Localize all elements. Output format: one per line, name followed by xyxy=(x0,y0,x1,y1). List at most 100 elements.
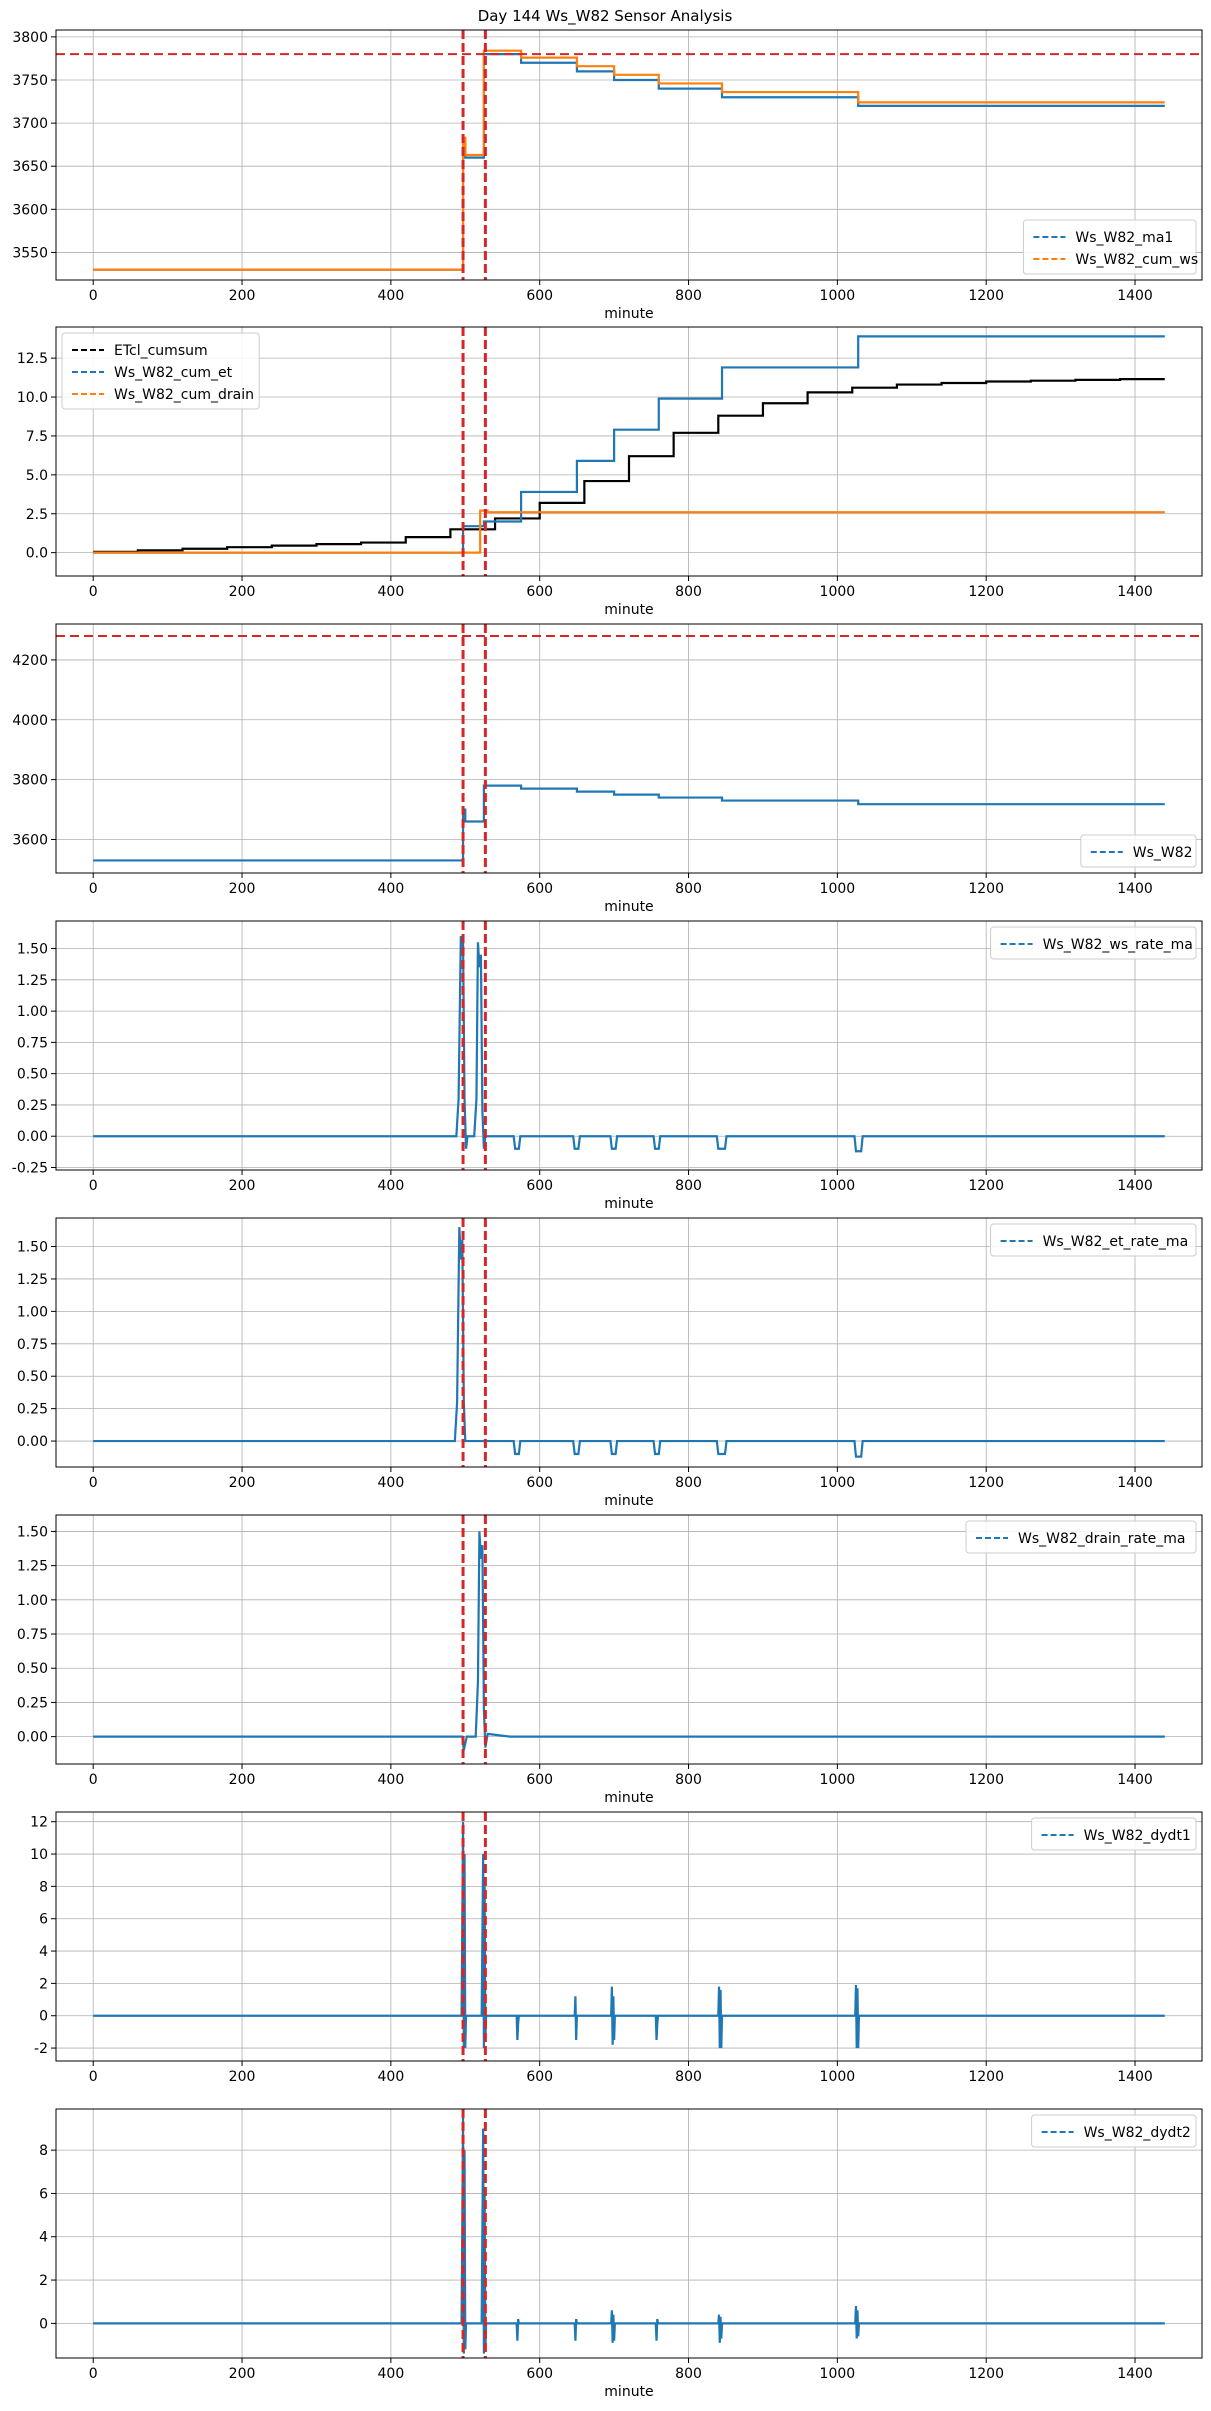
x-tick-label: 600 xyxy=(526,881,553,897)
y-tick-label: 1.00 xyxy=(17,1593,48,1609)
legend: Ws_W82 xyxy=(1080,834,1197,868)
y-tick-label: 3550 xyxy=(12,245,48,261)
x-tick-label: 1400 xyxy=(1117,1772,1153,1788)
x-tick-label: 200 xyxy=(229,1178,256,1194)
plot-area xyxy=(93,327,1165,576)
series-line-Ws_W82_dydt2 xyxy=(93,2117,1165,2354)
x-axis-label: minute xyxy=(604,306,653,322)
y-tick-label: 0.75 xyxy=(17,1337,48,1353)
x-tick-label: 1400 xyxy=(1117,288,1153,304)
x-tick-label: 0 xyxy=(89,881,98,897)
x-tick-label: 1000 xyxy=(820,288,856,304)
y-tick-label: 7.5 xyxy=(26,429,48,445)
x-tick-label: 1400 xyxy=(1117,584,1153,600)
series-line-Ws_W82_dydt1 xyxy=(93,1821,1165,2049)
legend-label: ETcl_cumsum xyxy=(114,343,208,359)
y-tick-label: 3600 xyxy=(12,832,48,848)
y-tick-label: 1.00 xyxy=(17,1004,48,1020)
y-tick-label: 1.50 xyxy=(17,1240,48,1256)
x-tick-label: 200 xyxy=(229,288,256,304)
legend-box xyxy=(61,332,260,410)
y-tick-label: 4 xyxy=(39,1944,48,1960)
subplot-7: 0 200 400 600 800 1000 1200 1400 -2 0 2 4 6 8 10 12 Ws_W… xyxy=(30,1811,1203,2085)
legend: Ws_W82_ws_rate_ma xyxy=(990,926,1197,960)
x-tick-label: 1200 xyxy=(968,288,1004,304)
x-tick-label: 200 xyxy=(229,1475,256,1491)
y-tick-label: 0.00 xyxy=(17,1730,48,1746)
legend-box xyxy=(1031,2114,1197,2148)
x-tick-label: 1000 xyxy=(820,1178,856,1194)
legend-label: Ws_W82_dydt2 xyxy=(1084,2125,1191,2141)
x-tick-label: 1200 xyxy=(968,1772,1004,1788)
legend-box xyxy=(990,1223,1197,1257)
x-tick-label: 800 xyxy=(675,1178,702,1194)
x-tick-label: 600 xyxy=(526,1475,553,1491)
y-tick-label: 12.5 xyxy=(17,351,48,367)
y-tick-label: 0.00 xyxy=(17,1434,48,1450)
x-axis-label: minute xyxy=(604,899,653,915)
legend-box xyxy=(1022,219,1197,275)
subplot-1: 0 200 400 600 800 1000 1200 1400 3550 3600 3650 370… xyxy=(12,29,1203,322)
series-line-Ws_W82 xyxy=(93,784,1165,862)
axes-frame xyxy=(55,326,1203,577)
series-line-Ws_W82_cum_ws xyxy=(93,49,1165,271)
x-tick-label: 600 xyxy=(526,584,553,600)
x-tick-label: 1400 xyxy=(1117,2069,1153,2085)
x-axis-label: minute xyxy=(604,602,653,618)
x-tick-label: 0 xyxy=(89,1772,98,1788)
x-tick-label: 1000 xyxy=(820,584,856,600)
x-tick-label: 1400 xyxy=(1117,2366,1153,2382)
x-tick-label: 200 xyxy=(229,584,256,600)
x-tick-label: 1000 xyxy=(820,881,856,897)
plot-area xyxy=(56,30,1202,280)
legend-box xyxy=(1031,1817,1197,1851)
axes-frame xyxy=(55,2108,1203,2359)
legend-box xyxy=(965,1520,1197,1554)
y-tick-label: 1.50 xyxy=(17,942,48,958)
legend: Ws_W82_dydt1 xyxy=(1031,1817,1197,1851)
x-tick-label: 1200 xyxy=(968,881,1004,897)
subplot-4: 0 200 400 600 800 1000 1200 1400 -0.25 0.00 0.25 0.… xyxy=(12,920,1203,1212)
x-tick-label: 0 xyxy=(89,288,98,304)
series-line-Ws_W82_ws_rate_ma xyxy=(93,935,1165,1153)
y-tick-label: 3750 xyxy=(12,73,48,89)
legend-label: Ws_W82_drain_rate_ma xyxy=(1018,1531,1185,1547)
x-tick-label: 600 xyxy=(526,1772,553,1788)
x-tick-label: 800 xyxy=(675,2069,702,2085)
x-tick-label: 400 xyxy=(378,2069,405,2085)
legend-label: Ws_W82_dydt1 xyxy=(1084,1828,1191,1844)
x-tick-label: 400 xyxy=(378,1178,405,1194)
legend: Ws_W82_drain_rate_ma xyxy=(965,1520,1197,1554)
y-tick-label: 10.0 xyxy=(17,390,48,406)
legend-box xyxy=(990,926,1197,960)
y-tick-label: 2 xyxy=(39,1976,48,1992)
legend-label: Ws_W82_ws_rate_ma xyxy=(1043,937,1193,953)
y-tick-label: 0.50 xyxy=(17,1661,48,1677)
x-tick-label: 600 xyxy=(526,2069,553,2085)
x-tick-label: 800 xyxy=(675,1475,702,1491)
x-tick-label: 1200 xyxy=(968,1178,1004,1194)
legend: Ws_W82_dydt2 xyxy=(1031,2114,1197,2148)
series-line-ETcl_cumsum xyxy=(93,378,1165,553)
subplot-5: 0 200 400 600 800 1000 1200 1400 0.00 0.25 0.50 0.7… xyxy=(17,1217,1203,1509)
x-tick-label: 200 xyxy=(229,1772,256,1788)
y-tick-label: 12 xyxy=(30,1815,48,1831)
x-tick-label: 1000 xyxy=(820,2069,856,2085)
y-tick-label: 3650 xyxy=(12,159,48,175)
subplot-8: 0 200 400 600 800 1000 1200 1400 0 2 4 6 8 minute Ws_W… xyxy=(39,2108,1203,2400)
x-tick-label: 200 xyxy=(229,2366,256,2382)
subplot-6: 0 200 400 600 800 1000 1200 1400 0.00 0.25 0.50 0.7… xyxy=(17,1514,1203,1806)
plot-area xyxy=(93,2109,1165,2358)
x-tick-label: 1000 xyxy=(820,1475,856,1491)
y-tick-label: 8 xyxy=(39,1879,48,1895)
x-tick-label: 600 xyxy=(526,2366,553,2382)
y-tick-label: 3600 xyxy=(12,202,48,218)
x-tick-label: 800 xyxy=(675,2366,702,2382)
x-axis-label: minute xyxy=(604,1196,653,1212)
figure-title: Day 144 Ws_W82 Sensor Analysis xyxy=(478,7,733,26)
y-tick-label: 1.00 xyxy=(17,1304,48,1320)
legend-label: Ws_W82 xyxy=(1133,845,1193,861)
subplot-3: 0 200 400 600 800 1000 1200 1400 3600 3800 4000 420… xyxy=(12,623,1203,915)
y-tick-label: 6 xyxy=(39,2186,48,2202)
y-tick-label: 6 xyxy=(39,1912,48,1928)
